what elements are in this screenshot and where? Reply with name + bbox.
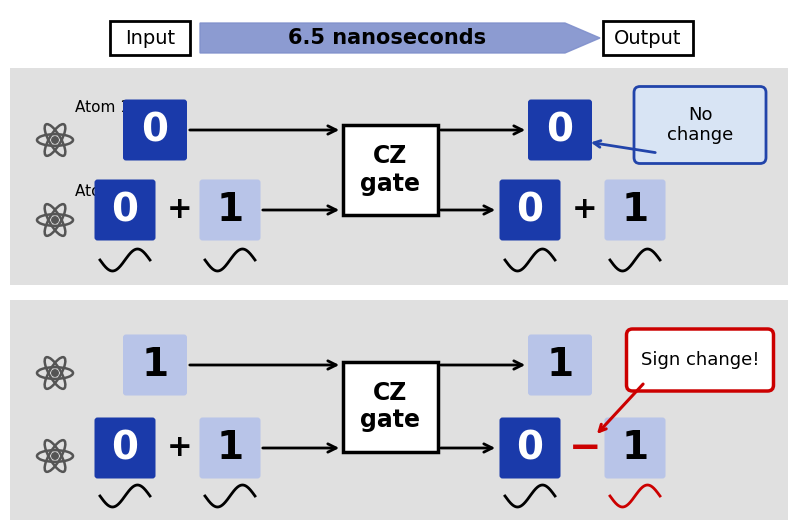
FancyBboxPatch shape [123,334,187,395]
Text: No
change: No change [667,105,733,144]
FancyBboxPatch shape [528,334,592,395]
Circle shape [52,370,58,376]
Text: +: + [572,196,598,225]
Text: Atom 2: Atom 2 [75,184,130,199]
FancyBboxPatch shape [94,180,155,241]
Text: 1: 1 [217,191,243,229]
Text: Sign change!: Sign change! [641,351,759,369]
Text: +: + [167,196,193,225]
Circle shape [52,137,58,143]
Text: 1: 1 [546,346,574,384]
FancyBboxPatch shape [123,100,187,161]
Text: 0: 0 [111,191,138,229]
FancyBboxPatch shape [110,21,190,55]
Text: CZ
gate: CZ gate [360,144,420,196]
Text: −: − [569,429,602,467]
Circle shape [52,453,58,459]
Text: 1: 1 [622,191,649,229]
FancyBboxPatch shape [342,361,438,452]
Circle shape [52,217,58,223]
FancyBboxPatch shape [603,21,693,55]
Text: Output: Output [614,29,682,48]
FancyBboxPatch shape [94,418,155,479]
Text: 0: 0 [517,191,543,229]
Text: 1: 1 [142,346,169,384]
FancyBboxPatch shape [199,418,261,479]
Text: 0: 0 [111,429,138,467]
FancyBboxPatch shape [10,68,788,285]
FancyBboxPatch shape [605,180,666,241]
Text: 6.5 nanoseconds: 6.5 nanoseconds [289,28,486,48]
FancyBboxPatch shape [499,180,561,241]
Text: 1: 1 [217,429,243,467]
Text: Input: Input [125,29,175,48]
FancyBboxPatch shape [199,180,261,241]
Text: Atom 1: Atom 1 [75,101,130,116]
Text: 0: 0 [546,111,574,149]
FancyBboxPatch shape [499,418,561,479]
FancyBboxPatch shape [528,100,592,161]
Text: 0: 0 [142,111,169,149]
FancyBboxPatch shape [605,418,666,479]
FancyBboxPatch shape [10,300,788,520]
Text: +: + [167,434,193,463]
Text: 0: 0 [517,429,543,467]
FancyBboxPatch shape [634,86,766,163]
FancyBboxPatch shape [626,329,774,391]
FancyBboxPatch shape [342,125,438,215]
Text: 1: 1 [622,429,649,467]
Text: CZ
gate: CZ gate [360,381,420,432]
FancyArrow shape [200,23,600,53]
